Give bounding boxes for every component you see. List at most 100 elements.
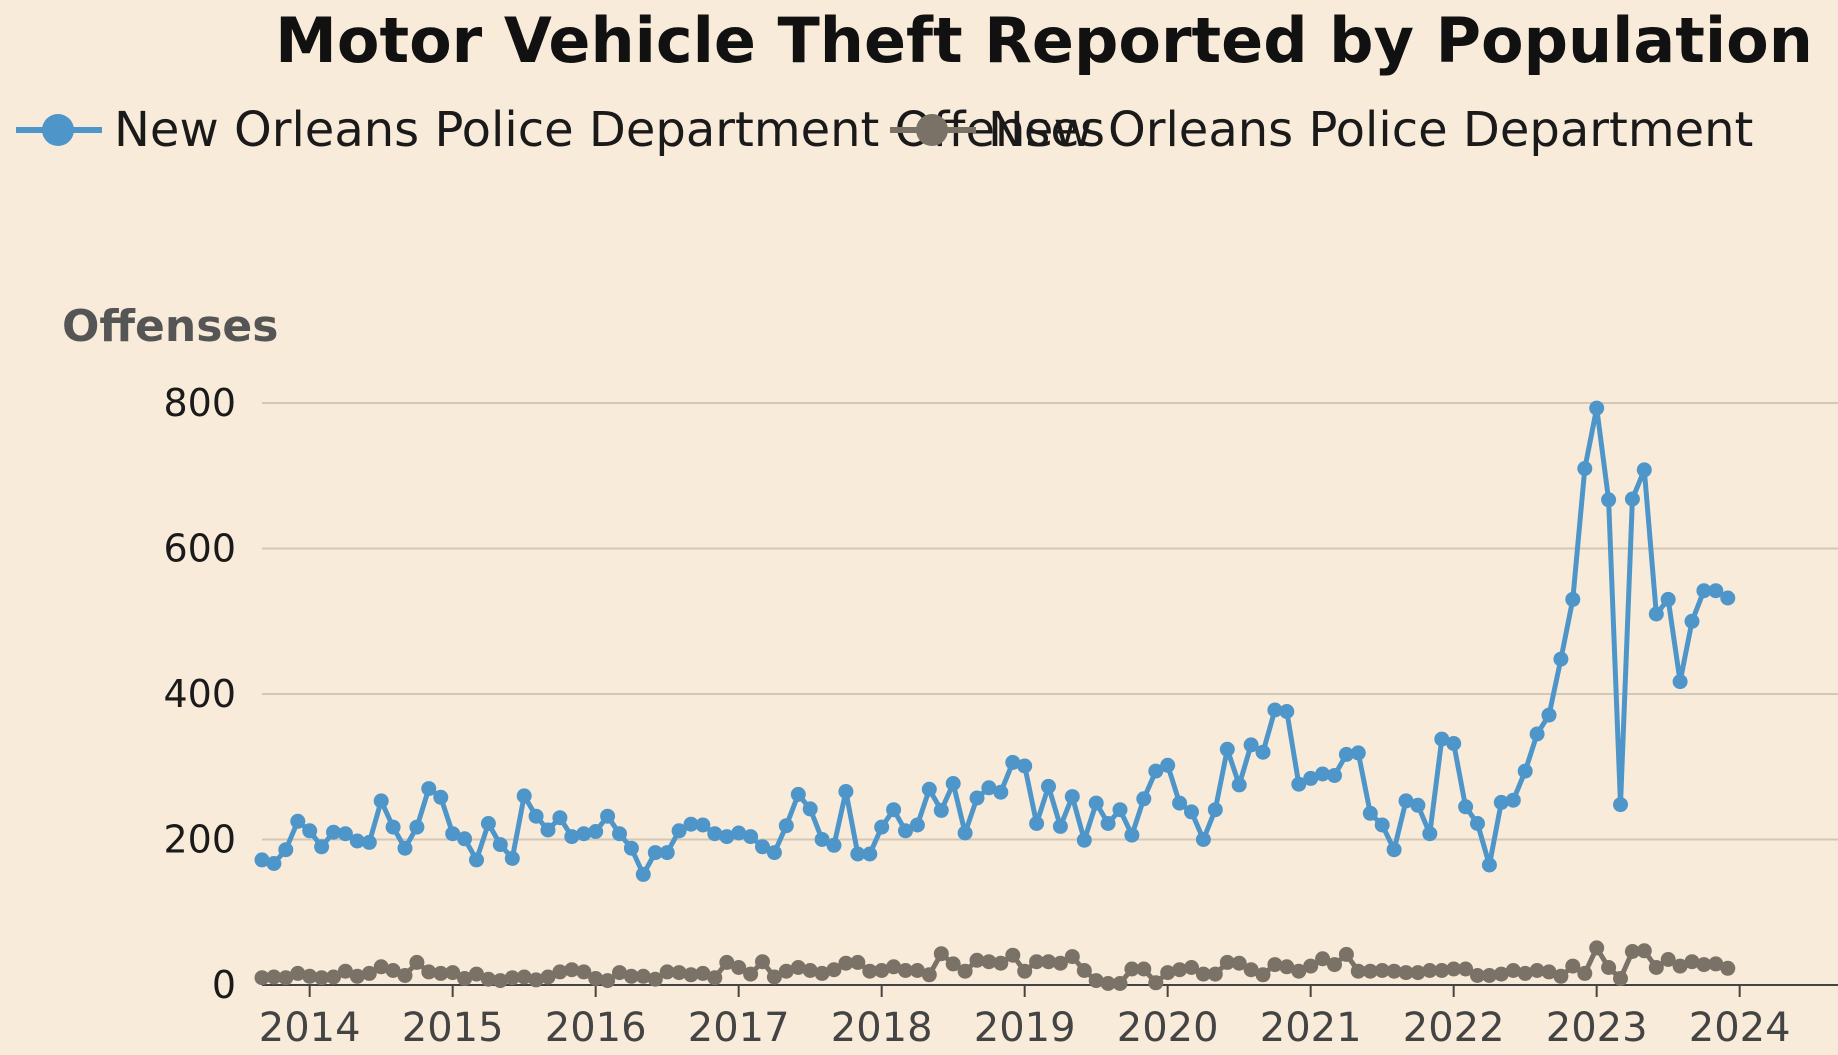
- data-point[interactable]: [1052, 818, 1068, 834]
- data-point[interactable]: [349, 968, 365, 984]
- data-point[interactable]: [1398, 793, 1414, 809]
- data-point[interactable]: [1088, 973, 1104, 989]
- data-point[interactable]: [1505, 792, 1521, 808]
- data-point[interactable]: [314, 970, 330, 986]
- data-point[interactable]: [1243, 737, 1259, 753]
- data-point[interactable]: [1636, 943, 1652, 959]
- data-point[interactable]: [1172, 962, 1188, 978]
- data-point[interactable]: [588, 971, 604, 986]
- data-point[interactable]: [1684, 613, 1700, 629]
- data-point[interactable]: [790, 786, 806, 802]
- data-point[interactable]: [1362, 805, 1378, 821]
- data-point[interactable]: [373, 959, 389, 975]
- data-point[interactable]: [743, 966, 759, 982]
- data-point[interactable]: [909, 817, 925, 833]
- data-point[interactable]: [290, 965, 306, 981]
- data-point[interactable]: [326, 824, 341, 840]
- data-point[interactable]: [1446, 736, 1462, 751]
- data-point[interactable]: [564, 829, 580, 845]
- data-point[interactable]: [1041, 778, 1056, 794]
- data-point[interactable]: [1660, 591, 1676, 607]
- data-point[interactable]: [826, 962, 842, 978]
- data-point[interactable]: [266, 856, 282, 871]
- data-point[interactable]: [1350, 963, 1366, 979]
- data-point[interactable]: [1601, 492, 1617, 508]
- data-point[interactable]: [898, 823, 913, 839]
- data-point[interactable]: [1207, 966, 1223, 982]
- data-point[interactable]: [600, 973, 616, 989]
- data-point[interactable]: [838, 784, 854, 799]
- data-point[interactable]: [1696, 957, 1712, 973]
- data-point[interactable]: [647, 971, 663, 987]
- data-point[interactable]: [957, 963, 973, 979]
- data-point[interactable]: [576, 964, 592, 980]
- data-point[interactable]: [457, 831, 473, 847]
- data-point[interactable]: [993, 955, 1009, 971]
- data-point[interactable]: [1648, 606, 1664, 622]
- data-point[interactable]: [528, 808, 544, 824]
- data-point[interactable]: [1267, 957, 1283, 973]
- data-point[interactable]: [373, 793, 389, 809]
- data-point[interactable]: [802, 801, 818, 817]
- data-point[interactable]: [1315, 766, 1331, 782]
- data-point[interactable]: [1517, 965, 1533, 981]
- data-point[interactable]: [707, 826, 723, 842]
- data-point[interactable]: [1696, 583, 1712, 599]
- data-point[interactable]: [254, 970, 270, 986]
- data-point[interactable]: [1386, 842, 1402, 858]
- data-point[interactable]: [1350, 745, 1366, 761]
- data-point[interactable]: [1112, 976, 1128, 991]
- data-point[interactable]: [409, 819, 425, 835]
- data-point[interactable]: [1386, 963, 1402, 979]
- data-point[interactable]: [1470, 968, 1485, 983]
- data-point[interactable]: [1100, 976, 1116, 991]
- data-point[interactable]: [1017, 758, 1033, 774]
- data-point[interactable]: [337, 826, 353, 842]
- data-point[interactable]: [1315, 951, 1331, 967]
- data-point[interactable]: [612, 826, 627, 842]
- data-point[interactable]: [1112, 802, 1128, 818]
- data-point[interactable]: [659, 964, 675, 980]
- data-point[interactable]: [1422, 826, 1438, 842]
- data-point[interactable]: [278, 970, 294, 986]
- data-point[interactable]: [1648, 960, 1664, 975]
- data-point[interactable]: [1434, 963, 1450, 978]
- data-point[interactable]: [1076, 832, 1092, 848]
- data-point[interactable]: [778, 818, 794, 834]
- data-point[interactable]: [1589, 400, 1605, 416]
- data-point[interactable]: [1613, 797, 1628, 813]
- data-point[interactable]: [1338, 746, 1354, 762]
- data-point[interactable]: [1589, 940, 1605, 956]
- data-point[interactable]: [981, 780, 997, 796]
- data-point[interactable]: [1660, 952, 1676, 967]
- data-point[interactable]: [540, 969, 556, 985]
- data-point[interactable]: [600, 808, 616, 824]
- data-point[interactable]: [1291, 963, 1307, 979]
- data-point[interactable]: [850, 954, 866, 970]
- data-point[interactable]: [1708, 583, 1724, 599]
- data-point[interactable]: [1624, 944, 1640, 959]
- data-point[interactable]: [1720, 590, 1736, 606]
- data-point[interactable]: [1553, 651, 1569, 667]
- data-point[interactable]: [540, 822, 556, 838]
- data-point[interactable]: [1398, 965, 1414, 981]
- data-point[interactable]: [1374, 817, 1390, 833]
- data-point[interactable]: [612, 965, 627, 981]
- data-point[interactable]: [1624, 491, 1640, 507]
- data-point[interactable]: [492, 837, 508, 853]
- data-point[interactable]: [337, 963, 353, 979]
- data-point[interactable]: [1470, 816, 1485, 831]
- data-point[interactable]: [361, 834, 377, 850]
- data-point[interactable]: [480, 816, 496, 831]
- data-point[interactable]: [1720, 960, 1736, 976]
- data-point[interactable]: [1279, 959, 1295, 975]
- data-point[interactable]: [1041, 954, 1056, 970]
- data-point[interactable]: [766, 969, 782, 985]
- data-point[interactable]: [945, 776, 961, 791]
- data-point[interactable]: [862, 846, 878, 862]
- data-point[interactable]: [635, 968, 651, 984]
- data-point[interactable]: [1136, 961, 1152, 977]
- data-point[interactable]: [1005, 754, 1021, 770]
- data-point[interactable]: [683, 967, 699, 983]
- data-point[interactable]: [1708, 956, 1724, 972]
